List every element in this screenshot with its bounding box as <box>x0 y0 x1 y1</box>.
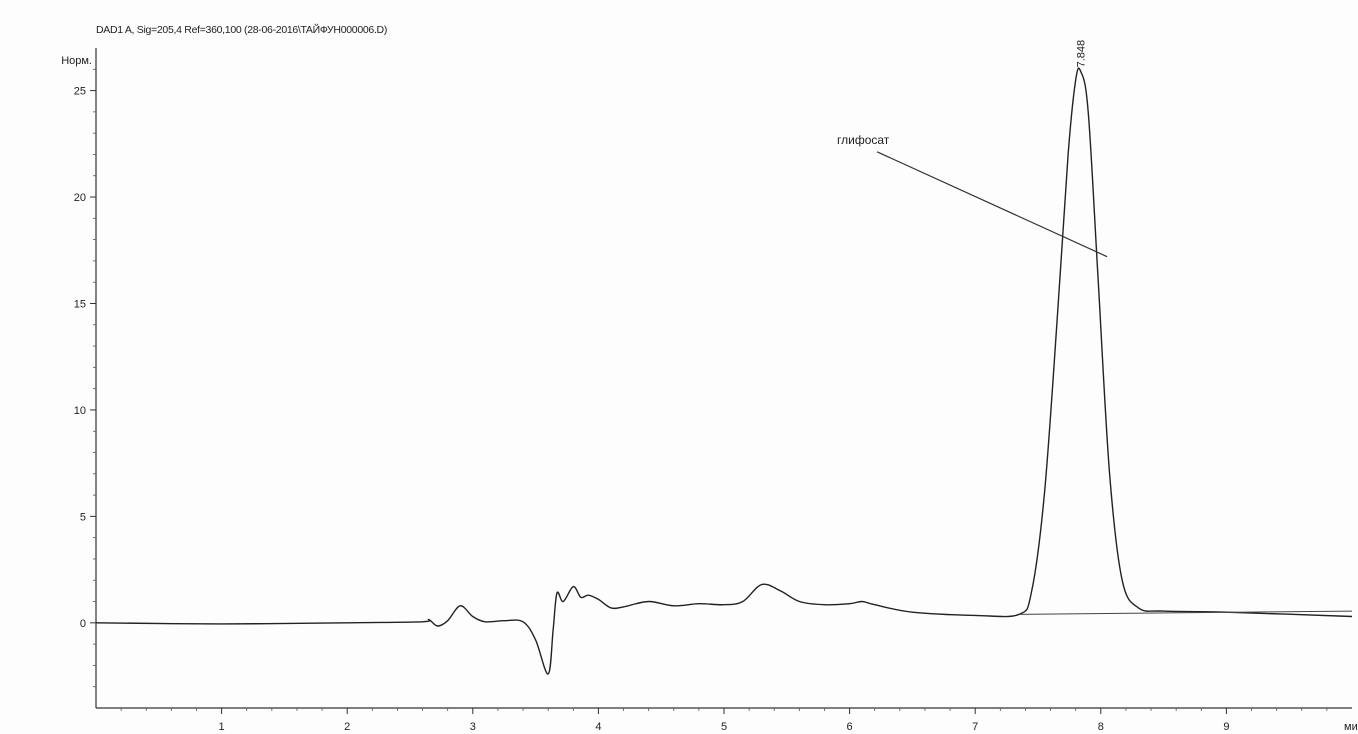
y-tick-label: 15 <box>74 298 86 310</box>
x-tick-label: 9 <box>1223 721 1229 733</box>
y-tick-label: 5 <box>80 511 86 523</box>
chart-title: DAD1 A, Sig=205,4 Ref=360,100 (28-06-201… <box>96 24 388 36</box>
x-tick-label: 1 <box>219 721 225 733</box>
annotation-leader-line <box>876 151 1108 258</box>
x-tick-label: 4 <box>595 721 601 733</box>
y-axis-label: Норм. <box>61 55 92 67</box>
x-tick-label: 5 <box>721 721 727 733</box>
axes: Норм. ми <box>61 48 1358 733</box>
x-tick-label: 8 <box>1098 721 1104 733</box>
peak-baseline <box>1019 610 1353 615</box>
y-tick-label: 20 <box>74 192 86 204</box>
x-tick-label: 7 <box>972 721 978 733</box>
marks: 7.848 глифосат <box>95 40 1353 675</box>
y-tick-label: 25 <box>74 86 86 98</box>
peak-rt-label: 7.848 <box>1076 40 1088 68</box>
x-axis-label: ми <box>1344 721 1358 733</box>
ticks: 0 5 10 15 20 25 1 2 3 4 5 6 7 8 9 <box>74 68 1328 733</box>
y-tick-label: 0 <box>80 618 86 630</box>
annotation-label: глифосат <box>837 133 890 147</box>
signal-trace <box>95 67 1353 675</box>
y-tick-label: 10 <box>74 405 86 417</box>
x-tick-label: 2 <box>344 721 350 733</box>
x-tick-label: 3 <box>470 721 476 733</box>
x-tick-label: 6 <box>847 721 853 733</box>
